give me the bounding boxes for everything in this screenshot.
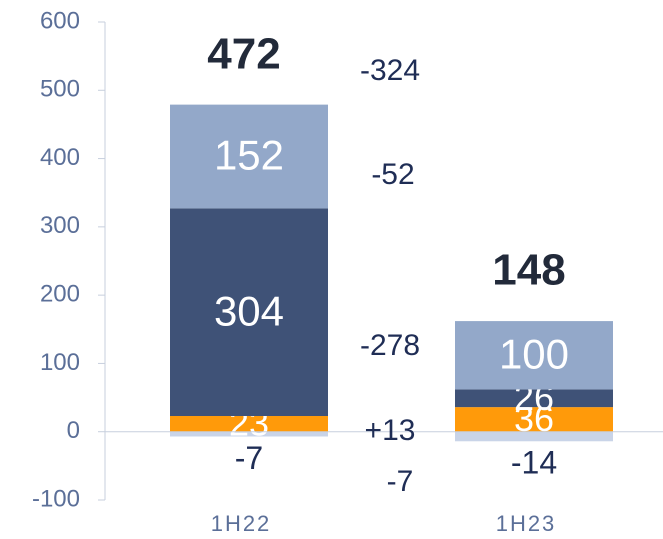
y-tick-label: 400 (40, 144, 80, 171)
annotation: -278 (360, 329, 420, 362)
bar-segment (170, 208, 328, 417)
annotation: +13 (365, 414, 416, 447)
total-label: 148 (492, 246, 565, 295)
y-tick-label: -100 (32, 485, 80, 512)
bar-segment (455, 321, 613, 390)
annotation: -52 (371, 158, 414, 191)
annotation: -324 (360, 54, 420, 87)
bar-segment (455, 407, 613, 432)
bar-segment (170, 416, 328, 432)
y-tick-label: 500 (40, 76, 80, 103)
bar-segment (170, 431, 328, 437)
segment-label: 100 (499, 330, 569, 377)
segment-label: -14 (511, 445, 557, 481)
x-tick-label: 1H23 (496, 511, 557, 536)
total-label: 472 (207, 29, 280, 78)
segment-label: 304 (214, 287, 284, 334)
bar-segment (170, 104, 328, 209)
y-tick-label: 300 (40, 212, 80, 239)
x-tick-label: 1H22 (211, 511, 272, 536)
bar-segment (455, 431, 613, 442)
y-tick-label: 100 (40, 349, 80, 376)
segment-label: 152 (214, 132, 284, 179)
segment-label: -7 (235, 440, 263, 476)
y-tick-label: 200 (40, 280, 80, 307)
y-tick-label: 0 (67, 417, 80, 444)
annotation: -7 (387, 465, 414, 498)
y-tick-label: 600 (40, 7, 80, 34)
bar-segment (455, 389, 613, 408)
